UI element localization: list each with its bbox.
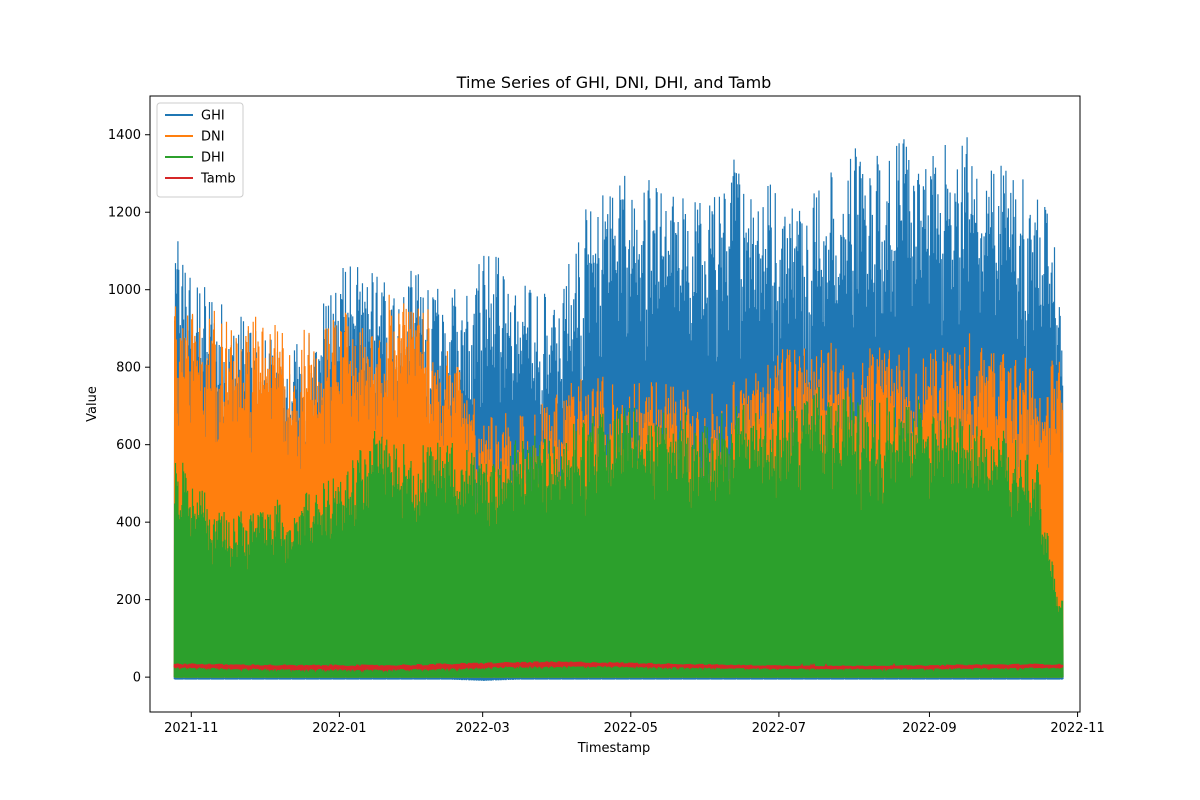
y-axis-label: Value [85,386,100,422]
y-tick-label: 0 [133,671,141,686]
chart-title: Time Series of GHI, DNI, DHI, and Tamb [456,73,772,92]
y-tick-label: 1000 [108,283,141,298]
series-line-dhi [173,386,1064,678]
legend-label-tamb: Tamb [200,172,236,187]
legend-box [156,102,244,198]
plot-frame [149,95,1081,713]
series-line-tamb [173,661,1064,673]
x-tick-label: 2022-01 [312,721,366,736]
legend-label-dni: DNI [201,130,225,145]
axes-layer: 2021-11 2022-01 2022-03 2022-05 2022-07 2022-… [108,95,1105,736]
x-tick-label: 2022-09 [902,721,956,736]
x-tick-label: 2022-03 [455,721,509,736]
series-layer [173,137,1064,681]
y-tick-label: 1200 [108,206,141,221]
y-tick-label: 600 [116,438,141,453]
x-tick-label: 2022-07 [752,721,806,736]
y-tick-label: 200 [116,593,141,608]
y-tick-label: 1400 [108,128,141,143]
legend-label-ghi: GHI [201,109,225,124]
y-tick-label: 400 [116,516,141,531]
x-tick-label: 2021-11 [164,721,218,736]
x-axis-label: Timestamp [577,741,651,756]
y-tick-label: 800 [116,361,141,376]
x-tick-label: 2022-05 [604,721,658,736]
legend-label-dhi: DHI [201,151,225,166]
legend: GHI DNI DHI Tamb [156,102,244,198]
x-tick-label: 2022-11 [1050,721,1104,736]
